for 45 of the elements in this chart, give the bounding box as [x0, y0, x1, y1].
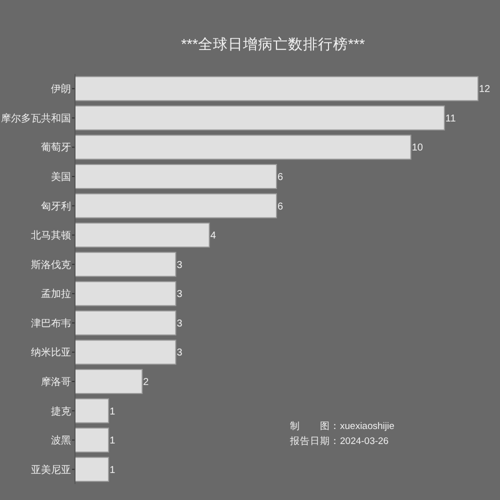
bar [74, 76, 478, 102]
data-label: 12 [479, 84, 491, 96]
data-label: 3 [176, 260, 183, 271]
y-tick-label: 孟加拉 [41, 288, 71, 300]
data-label: 6 [278, 201, 284, 212]
y-tick-label: 美国 [51, 171, 71, 183]
chart-title: ***全球日增病亡数排行榜*** [181, 36, 366, 53]
bar [74, 340, 176, 365]
bar [74, 310, 176, 336]
bar [74, 193, 277, 218]
bar [74, 456, 110, 482]
y-tick-label: 摩尔多瓦共和国 [1, 112, 71, 124]
bar [74, 222, 210, 248]
data-label: 1 [110, 464, 116, 476]
y-tick-label: 波黑 [51, 434, 71, 447]
bar [74, 398, 110, 424]
bar [74, 134, 412, 160]
y-tick-label: 纳米比亚 [31, 346, 71, 359]
annotation: 制 图：xuexiaoshijie [290, 420, 394, 432]
y-tick-label: 斯洛伐克 [31, 258, 71, 271]
data-label: 11 [445, 113, 456, 124]
y-tick-label: 亚美尼亚 [31, 464, 71, 476]
bar [74, 252, 176, 277]
y-tick-label: 津巴布韦 [31, 317, 71, 330]
bar [74, 368, 143, 394]
y-tick-label: 摩洛哥 [41, 376, 71, 388]
bar [74, 164, 277, 190]
data-label: 10 [412, 142, 424, 154]
data-label: 1 [110, 436, 116, 447]
bar [74, 105, 445, 130]
bar [74, 281, 176, 306]
data-label: 1 [110, 406, 116, 418]
y-tick-label: 葡萄牙 [41, 142, 71, 154]
data-label: 3 [176, 289, 183, 300]
data-label: 2 [143, 377, 150, 388]
bar [74, 428, 110, 453]
annotation: 报告日期：2024-03-26 [289, 435, 389, 447]
y-tick-label: 捷克 [51, 405, 71, 418]
data-label: 3 [176, 318, 183, 330]
y-tick-label: 北马其顿 [31, 230, 71, 242]
y-tick-label: 匈牙利 [41, 200, 71, 212]
data-label: 3 [176, 348, 183, 359]
data-label: 6 [278, 172, 284, 183]
y-tick-label: 伊朗 [51, 83, 71, 96]
data-label: 4 [210, 230, 216, 242]
